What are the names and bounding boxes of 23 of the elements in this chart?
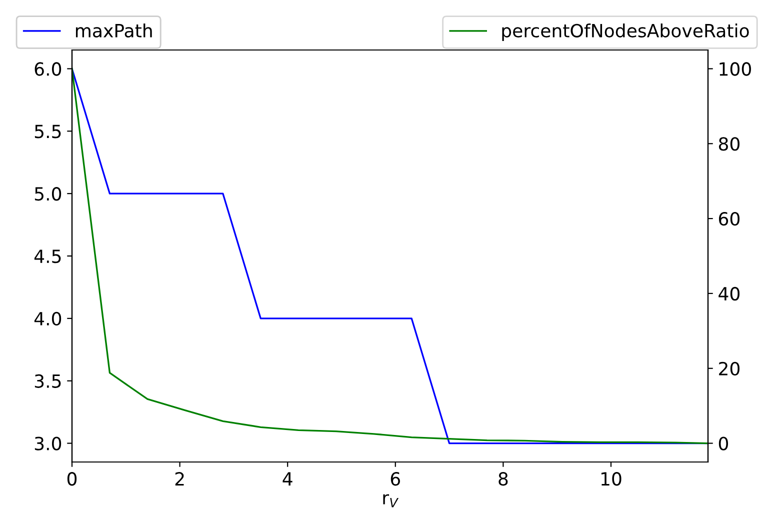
legend-label: percentOfNodesAboveRatio bbox=[502, 24, 749, 41]
y2-tick-label: 0 bbox=[718, 436, 728, 450]
y-tick-label: 5.5 bbox=[34, 124, 61, 138]
y2-tick-label: 60 bbox=[718, 212, 740, 226]
legend-label: maxPath bbox=[76, 24, 152, 38]
y2-tick-label: 100 bbox=[720, 62, 751, 76]
x-tick-label: 0 bbox=[67, 472, 77, 486]
y2-tick-label: 40 bbox=[718, 286, 740, 301]
y-tick-label: 6.0 bbox=[34, 62, 62, 76]
y-tick-label: 5.0 bbox=[34, 187, 62, 201]
y-tick-label: 4.5 bbox=[34, 250, 61, 264]
line-series bbox=[72, 68, 708, 444]
x-tick-label: 8 bbox=[498, 472, 508, 486]
y-tick-label: 3.0 bbox=[34, 436, 62, 450]
x-tick-label: 4 bbox=[282, 472, 292, 486]
x-tick-label: 2 bbox=[175, 472, 184, 486]
y-tick-label: 3.5 bbox=[34, 374, 61, 388]
x-tick-label: 10 bbox=[601, 472, 622, 486]
y2-tick-label: 80 bbox=[718, 137, 740, 151]
y-tick-label: 4.0 bbox=[34, 312, 62, 326]
x-axis-title: r$_{V}$ bbox=[383, 494, 399, 508]
y2-tick-label: 20 bbox=[719, 362, 740, 376]
x-tick-label: 6 bbox=[390, 472, 400, 486]
